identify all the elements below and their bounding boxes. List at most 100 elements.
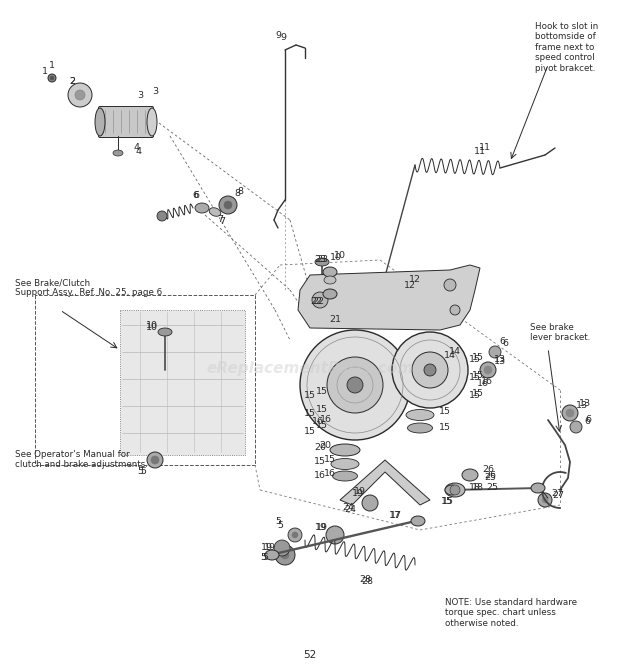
Circle shape (274, 540, 290, 556)
Text: 15: 15 (442, 497, 454, 507)
Ellipse shape (462, 469, 478, 481)
Ellipse shape (411, 516, 425, 526)
Ellipse shape (445, 483, 465, 497)
Circle shape (50, 76, 54, 80)
Text: 12: 12 (409, 276, 421, 285)
Text: 2: 2 (69, 77, 75, 87)
Text: 4: 4 (135, 148, 141, 156)
Ellipse shape (315, 258, 329, 266)
Ellipse shape (95, 108, 105, 136)
Text: 15: 15 (472, 370, 484, 380)
Text: 15: 15 (469, 374, 481, 382)
Text: 12: 12 (404, 280, 416, 289)
Text: 1: 1 (49, 60, 55, 70)
Text: 14: 14 (444, 350, 456, 360)
Circle shape (412, 352, 448, 388)
Text: 19: 19 (261, 544, 273, 552)
Text: 18: 18 (472, 484, 484, 493)
Circle shape (326, 526, 344, 544)
Text: 15: 15 (472, 389, 484, 397)
Text: NOTE: Use standard hardware
torque spec. chart unless
otherwise noted.: NOTE: Use standard hardware torque spec.… (445, 598, 577, 628)
Circle shape (288, 528, 302, 542)
Circle shape (281, 551, 289, 559)
Circle shape (300, 330, 410, 440)
Text: 6: 6 (585, 415, 591, 423)
Ellipse shape (147, 108, 157, 136)
FancyBboxPatch shape (99, 107, 154, 138)
Circle shape (566, 409, 574, 417)
Circle shape (444, 279, 456, 291)
Circle shape (312, 292, 328, 308)
Text: 20: 20 (319, 440, 331, 450)
Text: 16: 16 (314, 470, 326, 480)
Circle shape (392, 332, 468, 408)
Circle shape (362, 495, 378, 511)
Text: 5: 5 (275, 517, 281, 527)
Text: 15: 15 (469, 356, 481, 364)
Text: 15: 15 (469, 391, 481, 401)
Circle shape (48, 74, 56, 82)
Text: 15: 15 (316, 405, 328, 413)
Circle shape (570, 421, 582, 433)
Text: 19: 19 (316, 523, 328, 531)
Ellipse shape (323, 289, 337, 299)
Text: 3: 3 (152, 87, 158, 97)
Circle shape (157, 211, 167, 221)
Text: 26: 26 (484, 470, 496, 480)
Text: 14: 14 (449, 348, 461, 356)
Circle shape (151, 456, 159, 464)
Text: 6: 6 (584, 417, 590, 425)
Text: 4: 4 (133, 144, 139, 152)
Text: 7: 7 (217, 215, 223, 225)
Text: 24: 24 (342, 503, 354, 513)
Polygon shape (340, 460, 430, 505)
Text: 25: 25 (484, 472, 496, 482)
Text: 15: 15 (441, 497, 453, 507)
Circle shape (275, 545, 295, 565)
Text: 24: 24 (344, 505, 356, 515)
Text: 13: 13 (576, 401, 588, 409)
Ellipse shape (407, 423, 433, 433)
Text: 5: 5 (260, 554, 266, 562)
Ellipse shape (158, 328, 172, 336)
Text: 16: 16 (481, 378, 493, 386)
Circle shape (480, 362, 496, 378)
Text: 7: 7 (219, 217, 225, 227)
Text: 15: 15 (304, 427, 316, 435)
Text: 15: 15 (316, 421, 328, 431)
Circle shape (489, 346, 501, 358)
Text: See Brake/Clutch
Support Assy., Ref. No. 25, page 6: See Brake/Clutch Support Assy., Ref. No.… (15, 278, 162, 297)
Ellipse shape (265, 550, 279, 560)
Text: 22: 22 (312, 297, 324, 307)
Ellipse shape (332, 471, 358, 481)
Ellipse shape (323, 267, 337, 277)
Text: 52: 52 (303, 650, 317, 660)
Text: 15: 15 (304, 391, 316, 399)
Text: Hook to slot in
bottomside of
frame next to
speed control
pivot brakcet.: Hook to slot in bottomside of frame next… (535, 22, 598, 72)
Text: 6: 6 (192, 191, 198, 201)
Text: 18: 18 (469, 484, 481, 493)
Text: 15: 15 (472, 354, 484, 362)
Text: 20: 20 (314, 442, 326, 452)
Text: 17: 17 (390, 511, 402, 519)
Text: 15: 15 (324, 456, 336, 464)
Text: 8: 8 (237, 187, 243, 197)
Text: 19: 19 (352, 490, 364, 499)
Text: 26: 26 (482, 466, 494, 474)
Text: 15: 15 (439, 407, 451, 417)
Text: 11: 11 (479, 144, 491, 152)
Text: 10: 10 (330, 254, 342, 262)
Circle shape (224, 201, 232, 209)
Circle shape (347, 377, 363, 393)
Text: 13: 13 (494, 358, 506, 366)
Text: 16: 16 (477, 380, 489, 389)
Text: 21: 21 (329, 315, 341, 325)
Text: 15: 15 (314, 456, 326, 466)
Text: 25: 25 (486, 484, 498, 493)
Text: 10: 10 (334, 250, 346, 260)
Text: 16: 16 (312, 417, 324, 427)
Ellipse shape (445, 485, 459, 495)
Ellipse shape (195, 203, 209, 213)
Bar (120, 310, 245, 455)
Text: 23: 23 (316, 256, 328, 264)
